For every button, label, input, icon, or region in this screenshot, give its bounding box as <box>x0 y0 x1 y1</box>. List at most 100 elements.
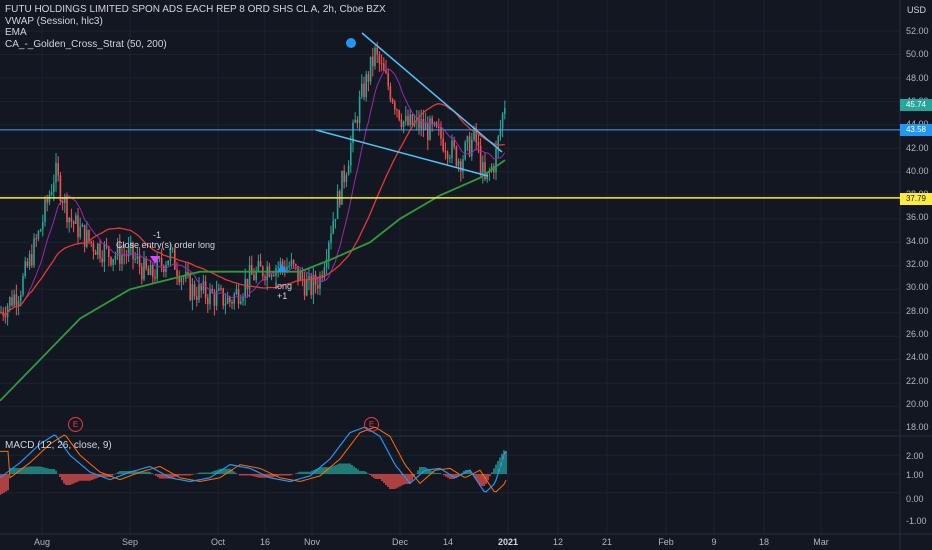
candle-body <box>209 288 211 305</box>
macd-histogram-bar <box>255 474 257 477</box>
macd-histogram-bar <box>239 474 241 476</box>
candle-body <box>422 119 425 130</box>
macd-axis-label: 2.00 <box>906 451 924 461</box>
macd-legend[interactable]: MACD (12, 26, close, 9) <box>5 440 112 451</box>
candle-body <box>286 266 288 273</box>
candle-body <box>451 140 453 158</box>
candle-body <box>497 136 499 149</box>
macd-histogram-bar <box>377 474 379 480</box>
candle-body <box>385 70 387 73</box>
alert-clock-icon[interactable] <box>346 38 356 48</box>
candle-body <box>226 297 229 304</box>
macd-histogram-bar <box>133 471 135 474</box>
candle-body <box>112 259 114 265</box>
indicator-strategy[interactable]: CA_-_Golden_Cross_Strat (50, 200) <box>5 38 167 50</box>
macd-histogram-bar <box>409 474 411 485</box>
candle-body <box>383 63 385 71</box>
candle-body <box>424 122 427 130</box>
candle-body <box>154 277 156 279</box>
macd-histogram-bar <box>149 471 151 474</box>
currency-label[interactable]: USD <box>907 5 927 15</box>
candle-body <box>378 54 381 64</box>
price-axis-label: 34.00 <box>906 235 929 246</box>
candle-body <box>374 47 376 67</box>
candle-body <box>50 191 53 196</box>
indicator-vwap[interactable]: VWAP (Session, hlc3) <box>5 15 103 27</box>
macd-histogram-bar <box>97 474 99 478</box>
buy-signal-label: long <box>275 281 293 291</box>
candle-body <box>248 265 251 290</box>
macd-histogram-bar <box>503 450 505 474</box>
candle-body <box>242 296 244 302</box>
candle-body <box>319 275 321 289</box>
macd-histogram-bar <box>383 474 385 484</box>
macd-histogram-bar <box>295 473 297 474</box>
candle-body <box>453 140 455 147</box>
candle-body <box>11 297 13 306</box>
macd-histogram-bar <box>347 463 349 474</box>
symbol-title[interactable]: FUTU HOLDINGS LIMITED SPON ADS EACH REP … <box>5 4 386 15</box>
macd-histogram-bar <box>25 467 27 474</box>
macd-histogram-bar <box>463 470 465 474</box>
macd-histogram-bar <box>7 474 9 491</box>
candle-body <box>35 238 37 240</box>
candle-body <box>372 56 374 67</box>
macd-histogram-bar <box>69 474 71 486</box>
earnings-marker-nov[interactable]: E <box>364 417 379 432</box>
candle-body <box>235 289 238 295</box>
candle-body <box>68 217 70 223</box>
candle-body <box>189 274 191 301</box>
candle-body <box>178 276 180 283</box>
candle-body <box>101 258 103 263</box>
macd-histogram-bar <box>393 474 395 490</box>
macd-histogram-bar <box>5 474 7 492</box>
candle-body <box>66 196 68 223</box>
macd-histogram-bar <box>353 466 355 474</box>
candle-body <box>345 175 348 183</box>
macd-histogram-bar <box>443 474 445 476</box>
macd-histogram-bar <box>131 471 133 474</box>
macd-histogram-bar <box>275 474 277 477</box>
indicator-ema[interactable]: EMA <box>5 27 27 38</box>
candle-body <box>244 278 246 297</box>
candle-body <box>273 274 275 276</box>
macd-histogram-bar <box>445 474 447 477</box>
candle-body <box>193 284 196 297</box>
macd-histogram-bar <box>401 474 403 486</box>
price-axis-label: 18.00 <box>906 422 929 433</box>
candle-body <box>26 261 29 267</box>
trendline-lower <box>315 129 489 177</box>
macd-histogram-bar <box>419 466 421 474</box>
macd-histogram-bar <box>437 472 439 474</box>
time-axis-label: Feb <box>658 537 674 547</box>
candle-body <box>323 267 326 278</box>
price-axis-label: 40.00 <box>906 165 929 176</box>
macd-histogram-bar <box>403 474 405 485</box>
macd-histogram-bar <box>461 472 463 474</box>
candle-body <box>387 72 389 87</box>
macd-histogram-bar <box>41 466 43 474</box>
candle-body <box>119 243 121 264</box>
macd-histogram-bar <box>479 474 481 487</box>
macd-histogram-bar <box>317 468 319 474</box>
candle-body <box>292 260 295 265</box>
macd-histogram-bar <box>19 467 21 474</box>
candle-body <box>33 238 35 266</box>
macd-histogram-bar <box>49 468 51 474</box>
earnings-marker-aug[interactable]: E <box>68 417 83 432</box>
macd-histogram-bar <box>469 469 471 474</box>
candle-body <box>103 244 106 263</box>
macd-histogram-bar <box>115 473 117 474</box>
macd-histogram-bar <box>247 474 249 476</box>
candle-body <box>475 127 477 143</box>
candle-body <box>147 268 150 275</box>
macd-histogram-bar <box>0 474 1 496</box>
macd-histogram-bar <box>225 468 227 474</box>
macd-histogram-bar <box>357 469 359 474</box>
vwap-line <box>0 68 506 316</box>
macd-histogram-bar <box>235 472 237 474</box>
candle-body <box>59 175 62 202</box>
candle-body <box>442 138 444 151</box>
macd-histogram-bar <box>161 474 163 479</box>
